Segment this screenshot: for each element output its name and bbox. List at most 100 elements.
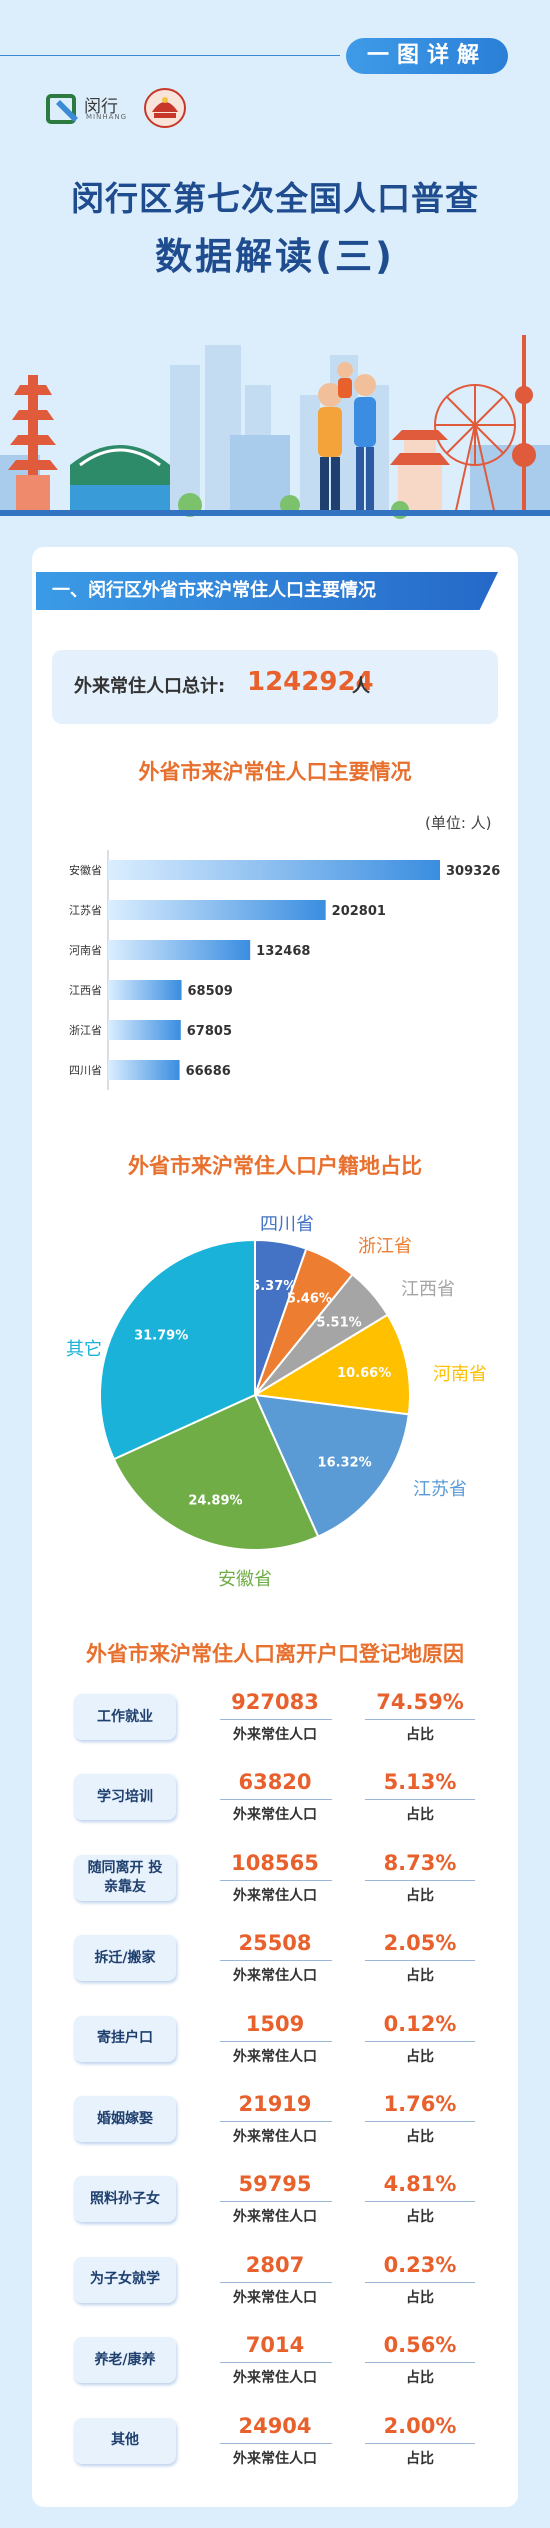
pie-slice [99,1238,256,1461]
count-underline [220,1799,332,1801]
minhang-logo-icon [46,94,78,124]
logo-text: 闵行 [84,97,118,117]
bar-chart-unit: (单位: 人) [425,814,492,832]
reason-percent: 5.13% [383,1770,457,1795]
reason-row: 随同离开 投亲靠友 108565 8.73% 外来常住人口 占比 [60,1849,500,1911]
reason-row: 学习培训 63820 5.13% 外来常住人口 占比 [60,1768,500,1830]
reason-label: 养老/康养 [74,2337,176,2384]
percent-underline [365,2040,475,2042]
reason-percent: 8.73% [383,1850,457,1875]
count-caption: 外来常住人口 [233,2370,317,2387]
count-caption: 外来常住人口 [233,1727,317,1743]
count-caption: 外来常住人口 [233,2450,317,2467]
count-caption: 外来常住人口 [233,1968,317,1985]
reason-label: 为子女就学 [74,2256,176,2303]
stadium-icon [70,445,170,515]
reason-label: 拆迁/搬家 [74,1935,176,1982]
bar [108,900,326,920]
percent-caption: 占比 [406,2048,434,2065]
ground-strip [0,510,550,516]
total-value: 1242924 [247,667,374,697]
reason-table-title: 外省市来沪常住人口离开户口登记地原因 [86,1642,464,1666]
percent-caption: 占比 [406,1968,434,1985]
reason-label: 寄挂户口 [74,2015,176,2062]
reason-percent: 4.81% [383,2172,457,2197]
percent-underline [365,2442,475,2444]
reason-count: 24904 [238,2413,312,2438]
bar-value-label: 66686 [186,1064,231,1079]
count-underline [220,2362,332,2364]
pie-category-label: 安徽省 [218,1569,272,1590]
pie-category-label: 浙江省 [358,1236,412,1257]
bar-chart-title: 外省市来沪常住人口主要情况 [138,760,412,784]
percent-underline [365,1960,475,1962]
pie-percent-label: 5.51% [317,1316,362,1331]
bar-chart: 安徽省 309326 江苏省 202801 河南省 132468 江西省 68509 浙江省 67… [69,850,500,1090]
reason-label: 婚姻嫁娶 [74,2096,176,2142]
bar [108,1060,180,1080]
count-underline [220,2121,332,2122]
percent-underline [365,2362,475,2364]
count-caption: 外来常住人口 [233,2209,317,2226]
percent-underline [365,1799,475,1801]
count-underline [220,1960,332,1962]
count-caption: 外来常住人口 [233,2289,317,2306]
ferris-wheel-icon [434,384,516,516]
reason-percent: 74.59% [376,1690,464,1714]
bar-category-label: 浙江省 [69,1024,102,1037]
city-skyline-illustration [0,335,550,519]
percent-caption: 占比 [406,1727,434,1743]
reason-count: 108565 [231,1850,319,1875]
reason-count: 63820 [238,1770,312,1795]
pie-percent-label: 5.37% [251,1279,296,1294]
reason-row: 其他 24904 2.00% 外来常住人口 占比 [60,2412,500,2474]
pie-percent-label: 10.66% [337,1366,391,1381]
reason-count: 7014 [245,2333,305,2358]
pie-chart: 5.37% 四川省 5.46% 浙江省 5.51% 江西省 10.66% 河南省 16.32% 江… [66,1214,487,1590]
percent-caption: 占比 [406,1807,434,1824]
bar-value-label: 309326 [446,864,500,879]
reason-percent: 0.23% [383,2252,457,2277]
percent-underline [365,2121,475,2122]
bar [108,980,182,1000]
header-rule [0,55,340,56]
reason-percent: 0.12% [383,2011,457,2036]
total-unit: 人 [352,676,370,697]
reason-count: 21919 [238,2092,312,2116]
reason-count: 25508 [238,1931,312,1956]
percent-underline [365,2281,475,2283]
percent-caption: 占比 [406,2450,434,2467]
reason-count: 2807 [245,2252,305,2277]
count-underline [220,1719,332,1720]
bar-category-label: 安徽省 [69,863,102,877]
reason-count: 59795 [238,2172,312,2197]
reason-label: 其他 [74,2417,176,2464]
bar [108,1020,181,1040]
reason-label: 照料孙子女 [74,2176,176,2223]
count-caption: 外来常住人口 [233,1807,317,1824]
pagoda-icon [8,375,58,515]
reason-label: 工作就业 [74,1694,176,1740]
total-label: 外来常住人口总计: [74,676,226,697]
percent-underline [365,1879,475,1881]
count-caption: 外来常住人口 [233,2048,317,2065]
page-title-line2: 数据解读(三) [155,235,395,278]
census-emblem-icon [144,88,186,128]
pie-percent-label: 24.89% [188,1493,242,1508]
bar-category-label: 江西省 [69,984,102,997]
pie-percent-label: 31.79% [134,1329,188,1344]
pie-category-label: 江西省 [401,1279,455,1300]
reason-row: 寄挂户口 1509 0.12% 外来常住人口 占比 [60,2010,500,2072]
reason-percent: 2.00% [383,2413,457,2438]
bar [108,940,251,960]
pie-category-label: 江苏省 [413,1479,467,1500]
pie-category-label: 河南省 [433,1364,487,1385]
header-badge: 一图详解 [346,38,508,74]
count-underline [220,1879,332,1881]
logo-subtext: MINHANG [86,113,128,121]
reason-row: 养老/康养 7014 0.56% 外来常住人口 占比 [60,2331,500,2393]
tv-tower-icon [512,335,536,515]
bar-value-label: 67805 [187,1024,232,1039]
bar-category-label: 四川省 [69,1064,102,1077]
section-title: 一、闵行区外省市来沪常住人口主要情况 [52,580,376,601]
